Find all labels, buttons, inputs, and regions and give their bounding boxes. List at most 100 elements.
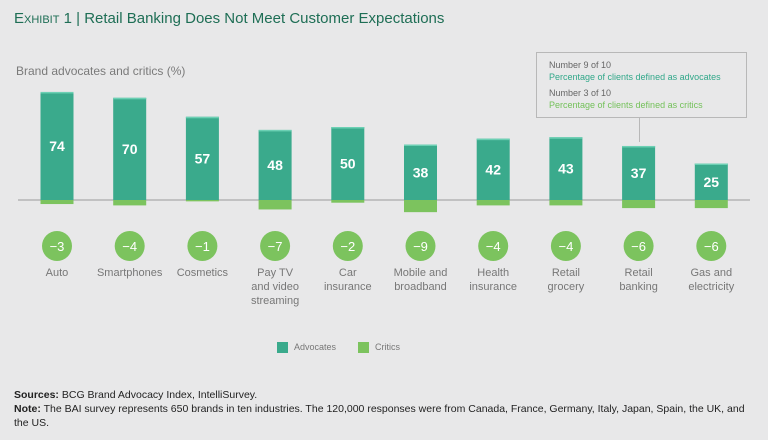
category-label: Car bbox=[339, 267, 357, 279]
advocates-value-label: 48 bbox=[267, 157, 283, 173]
critics-value-label: −2 bbox=[340, 239, 355, 254]
advocates-bar bbox=[113, 97, 147, 200]
advocates-value-label: 25 bbox=[704, 174, 720, 190]
bar-top-highlight bbox=[113, 97, 147, 100]
note-text: The BAI survey represents 650 brands in … bbox=[14, 403, 745, 429]
legend-label: Advocates bbox=[294, 342, 337, 352]
advocates-bar bbox=[185, 116, 219, 200]
title-text: Retail Banking Does Not Meet Customer Ex… bbox=[84, 10, 445, 27]
category-label: broadband bbox=[394, 281, 447, 293]
legend-swatch-critics bbox=[358, 342, 370, 354]
legend-advocates: Advocates bbox=[277, 342, 337, 354]
bar-top-highlight bbox=[404, 144, 437, 147]
title-separator: | bbox=[76, 10, 81, 27]
bar-top-highlight bbox=[694, 163, 728, 165]
bar-top-highlight bbox=[622, 145, 656, 148]
critics-value-label: −4 bbox=[122, 239, 137, 254]
critics-bar bbox=[622, 200, 656, 209]
critics-value-circle bbox=[623, 231, 654, 261]
advocates-bar bbox=[40, 91, 74, 200]
category-label: grocery bbox=[548, 281, 585, 293]
bar-top-highlight bbox=[549, 137, 583, 139]
critics-value-circle bbox=[550, 231, 581, 261]
category-label: and video bbox=[251, 281, 299, 293]
advocates-bar bbox=[331, 127, 365, 200]
category-label: Auto bbox=[46, 267, 69, 279]
critics-value-label: −3 bbox=[50, 239, 65, 254]
category-label: Mobile and bbox=[394, 267, 448, 279]
critics-value-label: −6 bbox=[631, 239, 646, 254]
advocates-bar bbox=[549, 137, 583, 200]
critics-bar bbox=[694, 200, 728, 209]
critics-value-circle bbox=[332, 231, 363, 261]
critics-bar bbox=[404, 200, 437, 213]
callout-critics-rank: Number 3 of 10 bbox=[549, 88, 612, 98]
bar-top-highlight bbox=[258, 129, 292, 132]
critics-value-label: −7 bbox=[268, 239, 283, 254]
critics-value-circle bbox=[696, 231, 727, 261]
critics-bar bbox=[331, 200, 365, 203]
critics-bar bbox=[40, 200, 74, 205]
advocates-value-label: 70 bbox=[122, 141, 138, 157]
callout-advocates-text: Percentage of clients defined as advocat… bbox=[549, 72, 721, 82]
advocates-value-label: 38 bbox=[413, 164, 429, 180]
category-label: Smartphones bbox=[97, 267, 163, 279]
advocates-value-label: 57 bbox=[195, 150, 211, 166]
category-label: Pay TV bbox=[257, 267, 294, 279]
note-label: Note: bbox=[14, 403, 41, 415]
critics-value-label: −6 bbox=[704, 239, 719, 254]
advocates-value-label: 43 bbox=[558, 161, 574, 177]
footnotes: Sources: BCG Brand Advocacy Index, Intel… bbox=[14, 388, 754, 430]
advocates-bar bbox=[258, 129, 292, 200]
bar-top-highlight bbox=[476, 138, 510, 141]
critics-value-circle bbox=[114, 231, 145, 261]
category-label: Health bbox=[477, 267, 509, 279]
category-label: insurance bbox=[469, 281, 517, 293]
sources-label: Sources: bbox=[14, 389, 59, 401]
critics-value-label: −9 bbox=[413, 239, 428, 254]
critics-bar bbox=[185, 200, 219, 202]
critics-value-label: −1 bbox=[195, 239, 210, 254]
bar-top-highlight bbox=[40, 91, 74, 94]
critics-value-label: −4 bbox=[558, 239, 573, 254]
critics-value-circle bbox=[42, 231, 72, 261]
callout-advocates-rank: Number 9 of 10 bbox=[549, 60, 612, 70]
y-axis-label: Brand advocates and critics (%) bbox=[16, 64, 186, 78]
bar-top-highlight bbox=[331, 127, 365, 129]
advocates-value-label: 42 bbox=[485, 161, 501, 177]
category-label: Retail bbox=[625, 267, 653, 279]
advocates-value-label: 37 bbox=[631, 165, 647, 181]
legend-label: Critics bbox=[375, 342, 401, 352]
category-label: banking bbox=[619, 281, 658, 293]
critics-bar bbox=[476, 200, 510, 206]
critics-value-circle bbox=[478, 231, 509, 261]
critics-bar bbox=[113, 200, 147, 206]
exhibit-title: Exhibit 1 | Retail Banking Does Not Meet… bbox=[14, 10, 444, 27]
advocates-bar bbox=[622, 145, 656, 200]
legend-swatch-advocates bbox=[277, 342, 288, 354]
exhibit-number: Exhibit 1 bbox=[14, 10, 72, 27]
category-label: Retail bbox=[552, 267, 580, 279]
advocates-bar bbox=[404, 144, 437, 200]
category-label: Cosmetics bbox=[177, 267, 229, 279]
bar-top-highlight bbox=[185, 116, 219, 119]
critics-bar bbox=[258, 200, 292, 210]
category-label: insurance bbox=[324, 281, 372, 293]
callout-leader-line bbox=[639, 118, 640, 142]
advocates-bar bbox=[694, 163, 728, 200]
callout-critics-text: Percentage of clients defined as critics bbox=[549, 100, 703, 110]
legend: Advocates Critics bbox=[277, 342, 401, 354]
critics-value-circle bbox=[187, 231, 218, 261]
category-label: Gas and bbox=[691, 267, 733, 279]
advocates-value-label: 50 bbox=[340, 156, 356, 172]
critics-value-label: −4 bbox=[486, 239, 501, 254]
note: Note: The BAI survey represents 650 bran… bbox=[14, 402, 754, 430]
critics-value-circle bbox=[405, 231, 436, 261]
callout-box: Number 9 of 10 Percentage of clients def… bbox=[536, 52, 747, 118]
advocates-value-label: 74 bbox=[49, 138, 65, 154]
sources-text: BCG Brand Advocacy Index, IntelliSurvey. bbox=[58, 389, 258, 401]
critics-value-circle bbox=[260, 231, 291, 261]
category-label: electricity bbox=[688, 281, 734, 293]
advocates-bar bbox=[476, 138, 510, 200]
